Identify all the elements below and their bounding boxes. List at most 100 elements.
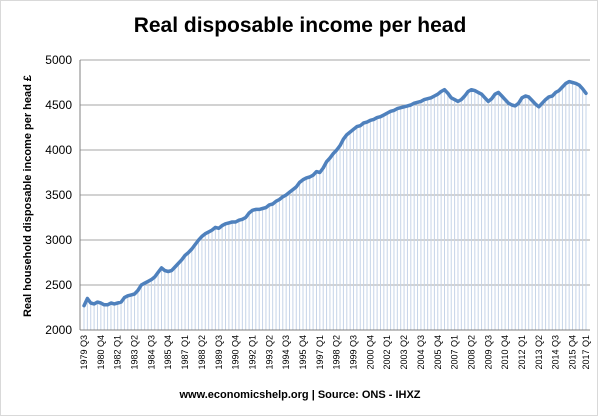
data-point xyxy=(557,89,561,92)
data-point xyxy=(237,218,241,222)
data-point xyxy=(547,95,551,99)
data-point xyxy=(200,235,204,238)
drop-lines xyxy=(83,81,587,330)
data-point xyxy=(524,94,527,98)
data-point xyxy=(291,188,295,191)
data-point xyxy=(123,296,126,299)
data-point xyxy=(551,94,554,98)
data-point xyxy=(109,301,113,305)
series-layer xyxy=(82,79,588,308)
data-point xyxy=(214,226,217,229)
data-point xyxy=(443,88,446,91)
data-point xyxy=(156,271,160,274)
data-point xyxy=(298,181,301,184)
x-tick-label: 1999 Q3 xyxy=(349,335,359,370)
data-point xyxy=(210,228,214,232)
data-point xyxy=(271,202,274,206)
data-point xyxy=(177,262,180,265)
data-point xyxy=(288,191,291,194)
data-point xyxy=(352,128,355,131)
x-tick-label: 2017 Q1 xyxy=(581,335,591,370)
data-point xyxy=(146,280,150,283)
data-point xyxy=(102,303,106,307)
data-point xyxy=(257,208,261,211)
data-point xyxy=(113,302,116,306)
data-point xyxy=(392,109,396,112)
x-tick-label: 1982 Q1 xyxy=(113,335,123,370)
x-tick-label: 1993 Q2 xyxy=(264,335,274,370)
data-point xyxy=(268,203,271,207)
data-point xyxy=(389,110,392,113)
data-point xyxy=(581,87,584,91)
data-point xyxy=(281,195,285,199)
data-point xyxy=(220,224,224,227)
x-tick-label: 2013 Q2 xyxy=(534,335,544,370)
data-point xyxy=(153,275,157,279)
data-point xyxy=(325,160,328,163)
data-point xyxy=(230,220,234,224)
data-point xyxy=(99,301,103,305)
data-point xyxy=(510,103,514,107)
x-tick-label: 2009 Q3 xyxy=(483,335,493,370)
data-point xyxy=(483,96,487,100)
data-point xyxy=(224,222,227,226)
data-point xyxy=(183,254,187,257)
x-tick-label: 2014 Q3 xyxy=(551,335,561,370)
x-tick-label: 1979 Q3 xyxy=(79,335,89,370)
data-point xyxy=(480,92,483,96)
y-tick-label: 2500 xyxy=(45,278,72,292)
x-tick-label: 2005 Q4 xyxy=(433,335,443,370)
data-point xyxy=(503,98,507,101)
data-point xyxy=(490,97,493,100)
data-point xyxy=(584,92,588,95)
data-point xyxy=(129,293,133,297)
y-tick-label: 4500 xyxy=(45,98,72,112)
data-point xyxy=(577,83,581,87)
data-point xyxy=(429,96,433,100)
data-point xyxy=(173,265,177,269)
data-point xyxy=(409,103,413,107)
x-tick-label: 2007 Q1 xyxy=(450,335,460,370)
data-point xyxy=(567,80,571,83)
data-point xyxy=(385,111,389,115)
data-point xyxy=(362,121,365,125)
data-point xyxy=(520,96,524,100)
data-point xyxy=(426,97,429,100)
x-tick-label: 1988 Q2 xyxy=(197,335,207,370)
data-point xyxy=(342,137,345,141)
data-point xyxy=(470,88,473,91)
data-point xyxy=(305,176,308,180)
data-point xyxy=(315,170,318,173)
data-point xyxy=(96,300,99,304)
data-point xyxy=(335,148,338,152)
data-point xyxy=(190,247,194,251)
data-point xyxy=(446,92,450,95)
data-point xyxy=(116,301,119,305)
data-point xyxy=(369,119,372,122)
data-point xyxy=(345,133,349,136)
x-tick-label: 2015 Q4 xyxy=(568,335,578,370)
data-point xyxy=(574,82,578,85)
data-point xyxy=(422,98,426,101)
data-point xyxy=(284,193,288,197)
data-point xyxy=(328,156,332,160)
x-tick-label: 1998 Q2 xyxy=(332,335,342,370)
data-point xyxy=(150,278,153,281)
data-point xyxy=(234,220,237,224)
x-tick-label: 2002 Q1 xyxy=(382,335,392,370)
data-point xyxy=(416,101,419,104)
x-tick-label: 1983 Q2 xyxy=(130,335,140,370)
data-point xyxy=(365,120,369,124)
data-point xyxy=(473,89,477,92)
data-point xyxy=(133,292,136,296)
chart-title: Real disposable income per head xyxy=(133,14,467,37)
data-point xyxy=(463,94,467,98)
data-point xyxy=(241,218,244,221)
data-point xyxy=(166,270,170,273)
data-point xyxy=(399,106,402,109)
data-point xyxy=(527,95,531,99)
data-point xyxy=(227,221,231,225)
x-tick-label: 2010 Q4 xyxy=(500,335,510,370)
x-tick-label: 1992 Q1 xyxy=(247,335,257,370)
